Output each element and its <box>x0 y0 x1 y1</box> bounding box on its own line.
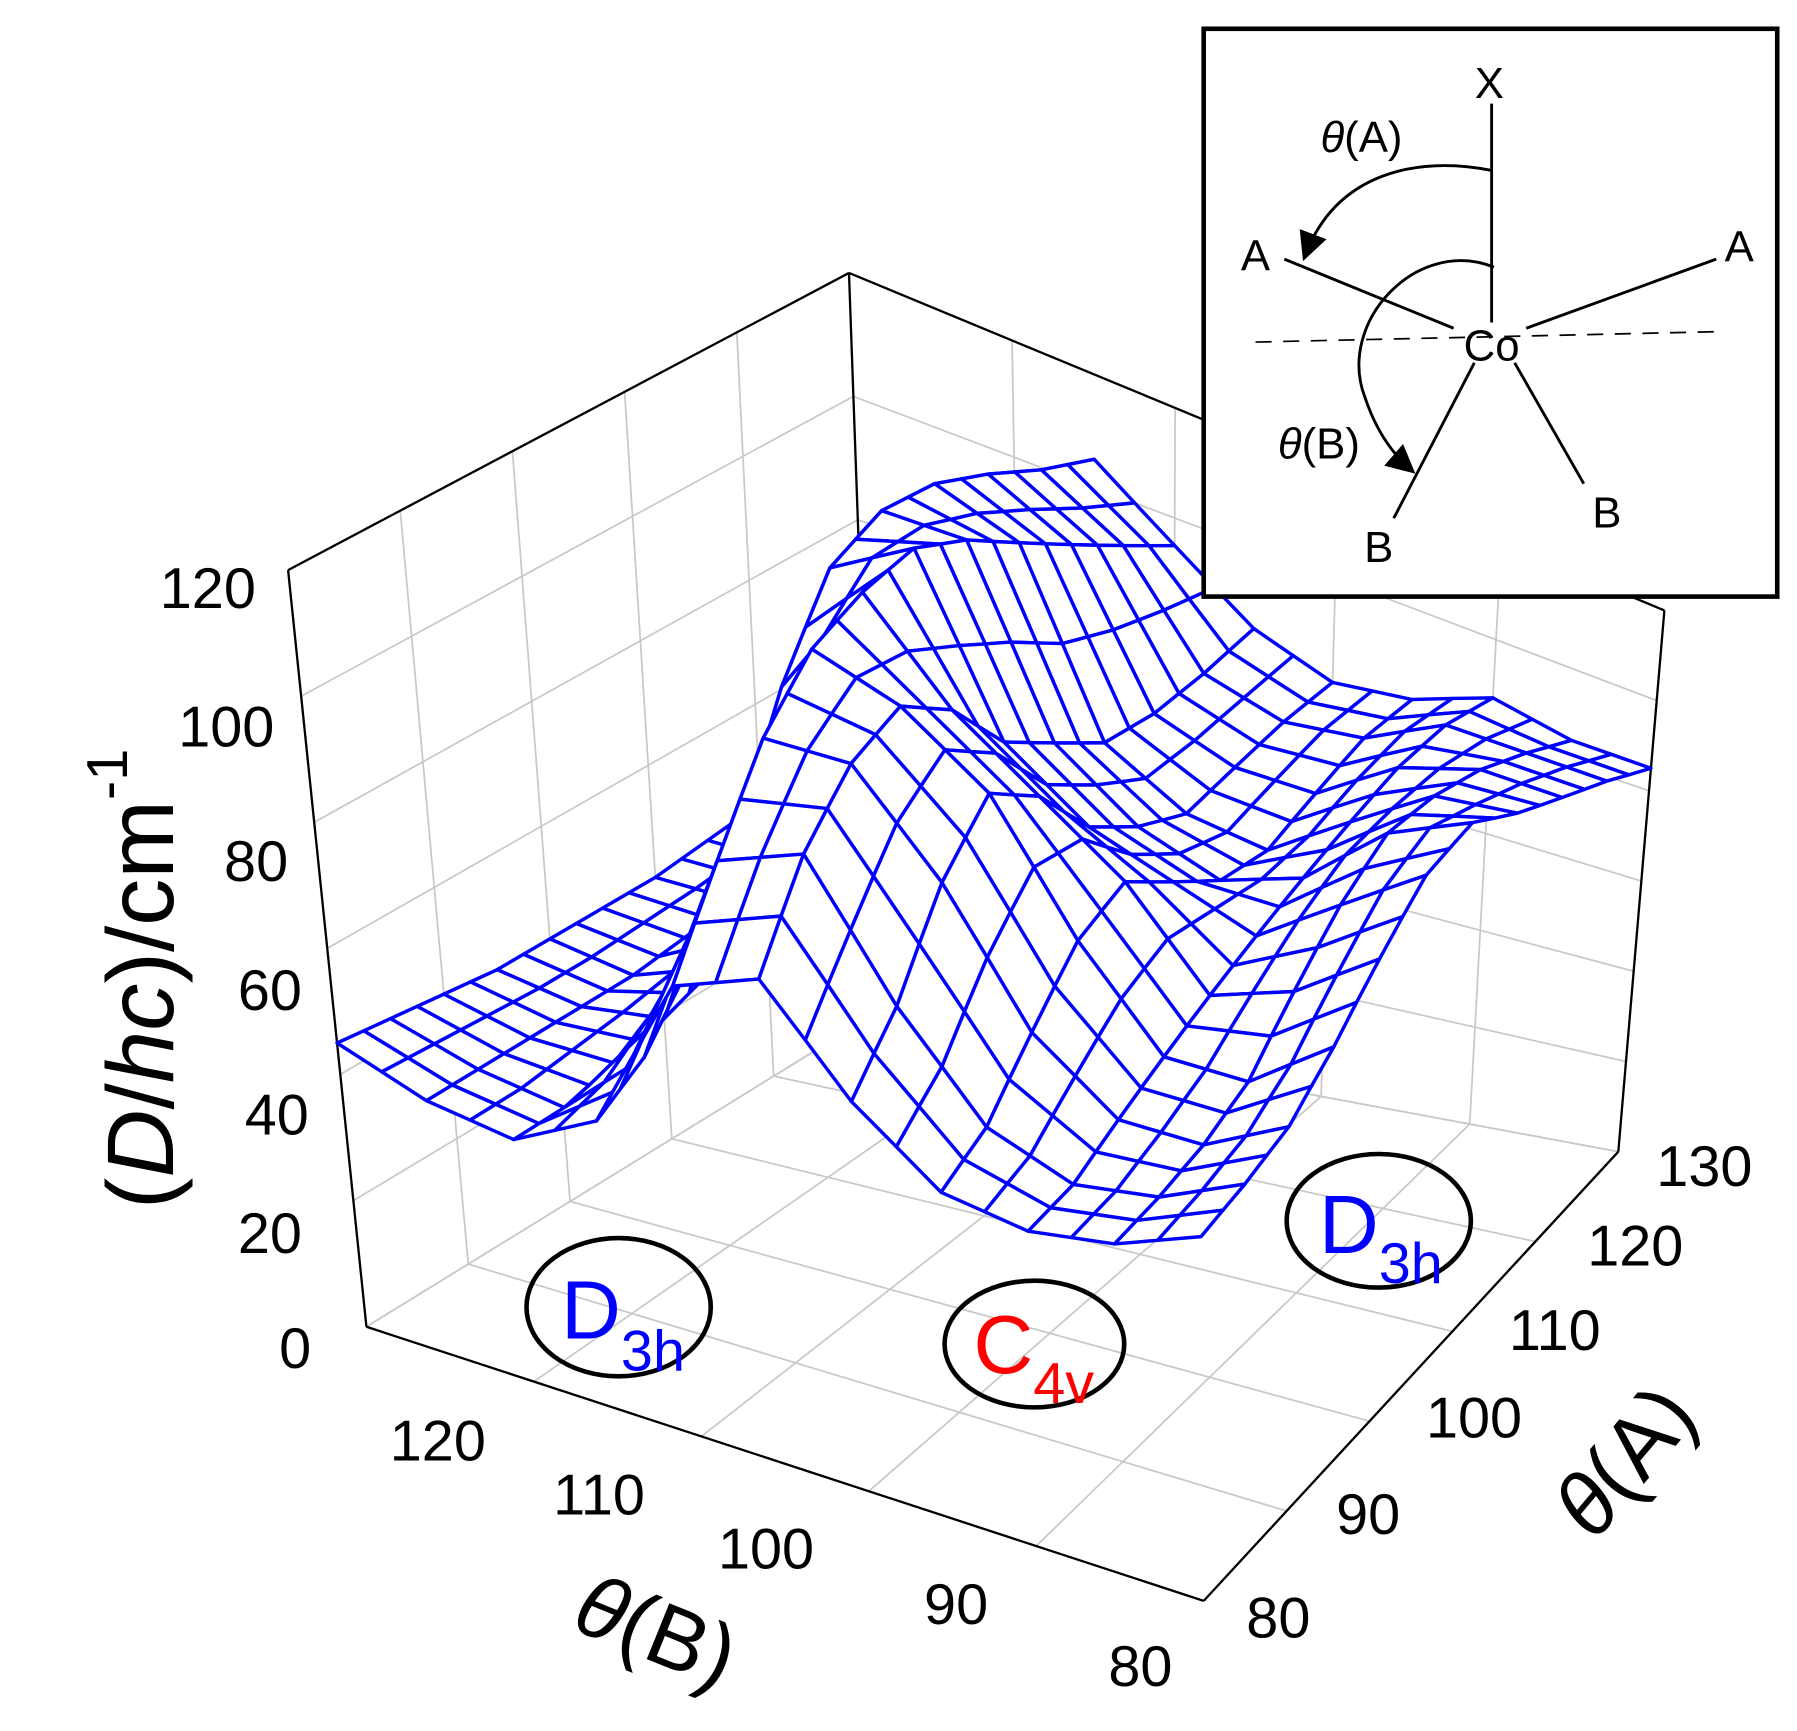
annotation-c4v: C4v <box>942 1278 1127 1416</box>
a-axis-label: θ(A) <box>1534 1366 1715 1555</box>
a-tick: 90 <box>1336 1483 1400 1547</box>
z-tick: 80 <box>224 830 288 894</box>
z-axis-label: (D/hc)/cm-1 <box>76 749 194 1209</box>
floor-gridline <box>467 1263 1287 1512</box>
a-axis-line <box>1202 1150 1620 1602</box>
z-tick: 40 <box>245 1083 309 1147</box>
z-tick: 100 <box>178 695 274 759</box>
left-wall-gridline <box>399 510 470 1265</box>
svg-text:D3h: D3h <box>561 1263 685 1383</box>
a-tick: 120 <box>1587 1215 1683 1279</box>
back-wall-gridline <box>1468 542 1503 1125</box>
a-axis-ticks: 80 90 100 110 120 130 <box>1246 1135 1752 1650</box>
floor-gridline <box>1035 1123 1471 1547</box>
surface-cell <box>1156 1208 1225 1243</box>
floor-gridline <box>365 1012 876 1328</box>
svg-text:D3h: D3h <box>1319 1178 1443 1296</box>
b-tick: 110 <box>553 1463 645 1527</box>
z-axis-ticks: 0 20 40 60 80 100 120 <box>160 557 311 1381</box>
left-wall-gridline <box>326 642 863 950</box>
inset-structure-diagram: X A A Co B B θ(A) θ(B) <box>1201 26 1780 599</box>
left-wall-top-edge <box>287 271 850 572</box>
b-axis-ticks: 120 110 100 90 80 <box>390 1409 1173 1699</box>
left-wall-gridline <box>300 395 854 697</box>
inset-theta-a: θ(A) <box>1320 113 1402 162</box>
inset-x-label: X <box>1475 59 1504 108</box>
z-axis-line <box>286 569 368 1327</box>
a-tick: 110 <box>1509 1299 1601 1363</box>
inset-a-left: A <box>1241 232 1271 281</box>
a-tick: 130 <box>1656 1135 1752 1199</box>
z-tick: 60 <box>238 959 302 1023</box>
inset-b-left: B <box>1364 523 1393 572</box>
b-tick: 90 <box>924 1573 988 1637</box>
a-tick: 100 <box>1426 1386 1522 1450</box>
inset-b-right: B <box>1592 488 1621 537</box>
inset-a-right: A <box>1725 222 1755 271</box>
b-tick: 120 <box>390 1409 486 1473</box>
z-tick: 20 <box>238 1202 302 1266</box>
svg-text:C4v: C4v <box>973 1298 1094 1416</box>
floor-gridline <box>569 1200 1370 1423</box>
z-tick: 0 <box>279 1317 311 1381</box>
z-tick: 120 <box>160 557 256 621</box>
a-tick: 80 <box>1246 1587 1310 1651</box>
b-tick: 80 <box>1108 1635 1172 1699</box>
b-tick: 100 <box>718 1518 814 1582</box>
inset-co-label: Co <box>1464 321 1520 370</box>
surface-mesh <box>335 457 1653 1246</box>
left-wall-gridline <box>313 519 859 824</box>
annotation-d3h-right: D3h <box>1284 1151 1474 1296</box>
b-axis-line <box>366 1325 1205 1602</box>
inset-theta-b: θ(B) <box>1278 419 1360 468</box>
back-wall-right-edge <box>1617 610 1666 1152</box>
annotation-d3h-left: D3h <box>524 1235 714 1384</box>
